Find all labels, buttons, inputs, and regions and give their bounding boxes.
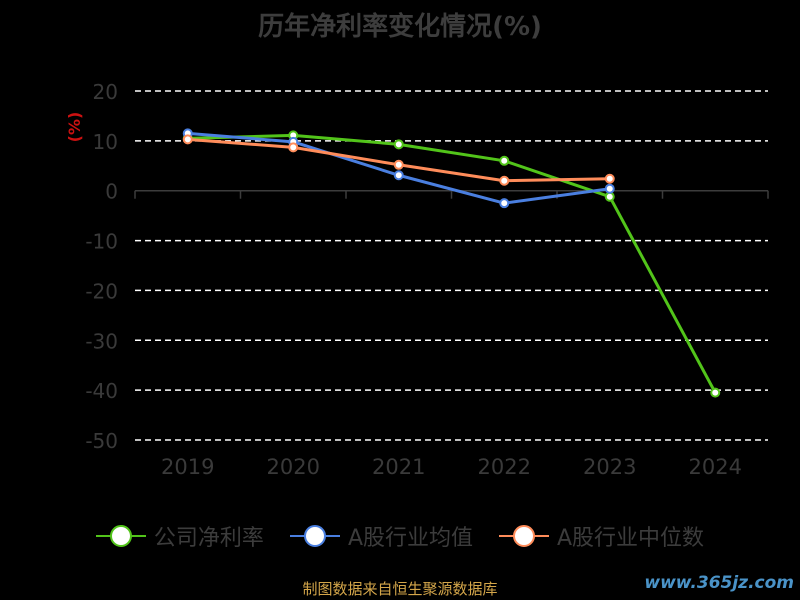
legend-label-industry-mean: A股行业均值: [347, 526, 473, 551]
series-line: [187, 133, 717, 394]
data-points: [182, 128, 721, 398]
legend-label-industry-median: A股行业中位数: [557, 526, 705, 551]
y-tick-label: 20: [93, 80, 118, 104]
y-tick-label: -30: [85, 329, 118, 353]
legend-marker-industry-median: [499, 524, 549, 548]
watermark: www.365jz.com: [644, 573, 794, 593]
y-axis-label: (%): [65, 112, 84, 143]
data-point: [182, 134, 193, 145]
source-note: 制图数据来自恒生聚源数据库: [302, 580, 498, 598]
data-point: [393, 170, 404, 181]
y-tick-label: 10: [93, 130, 118, 154]
data-point: [604, 183, 615, 194]
data-point: [393, 139, 404, 150]
legend-item-industry-median[interactable]: A股行业中位数: [499, 520, 704, 552]
data-point: [710, 387, 721, 398]
x-tick-label: 2021: [372, 455, 425, 479]
gridlines: [135, 90, 768, 441]
data-point: [499, 155, 510, 166]
x-tick-label: 2024: [689, 455, 742, 479]
legend-label-company: 公司净利率: [153, 526, 264, 551]
y-tick-label: -40: [85, 379, 118, 403]
x-tick-label: 2019: [161, 455, 214, 479]
data-point: [393, 159, 404, 170]
x-tick-label: 2020: [267, 455, 320, 479]
data-point: [604, 173, 615, 184]
axes: 20 10 0 -10 -20 -30 -40 -50 2019 2020 2021 2022 2023…: [65, 80, 769, 479]
legend-item-industry-mean[interactable]: A股行业均值: [289, 520, 473, 552]
legend: 公司净利率 A股行业均值 A股行业中位数: [0, 520, 800, 552]
y-tick-label: -20: [85, 279, 118, 303]
legend-marker-industry-mean: [289, 524, 340, 548]
y-tick-label: -10: [85, 230, 118, 254]
legend-item-company[interactable]: 公司净利率: [95, 520, 264, 552]
data-point: [604, 191, 615, 202]
data-point: [288, 142, 299, 153]
chart-title: 历年净利率变化情况(%): [258, 12, 542, 42]
x-tick-label: 2022: [478, 455, 531, 479]
data-point: [499, 198, 510, 209]
legend-marker-company: [95, 524, 146, 548]
y-tick-label: 0: [105, 180, 118, 204]
data-point: [499, 175, 510, 186]
series-lines: [187, 131, 717, 394]
x-tick-label: 2023: [583, 455, 636, 479]
y-tick-label: -50: [85, 429, 118, 453]
